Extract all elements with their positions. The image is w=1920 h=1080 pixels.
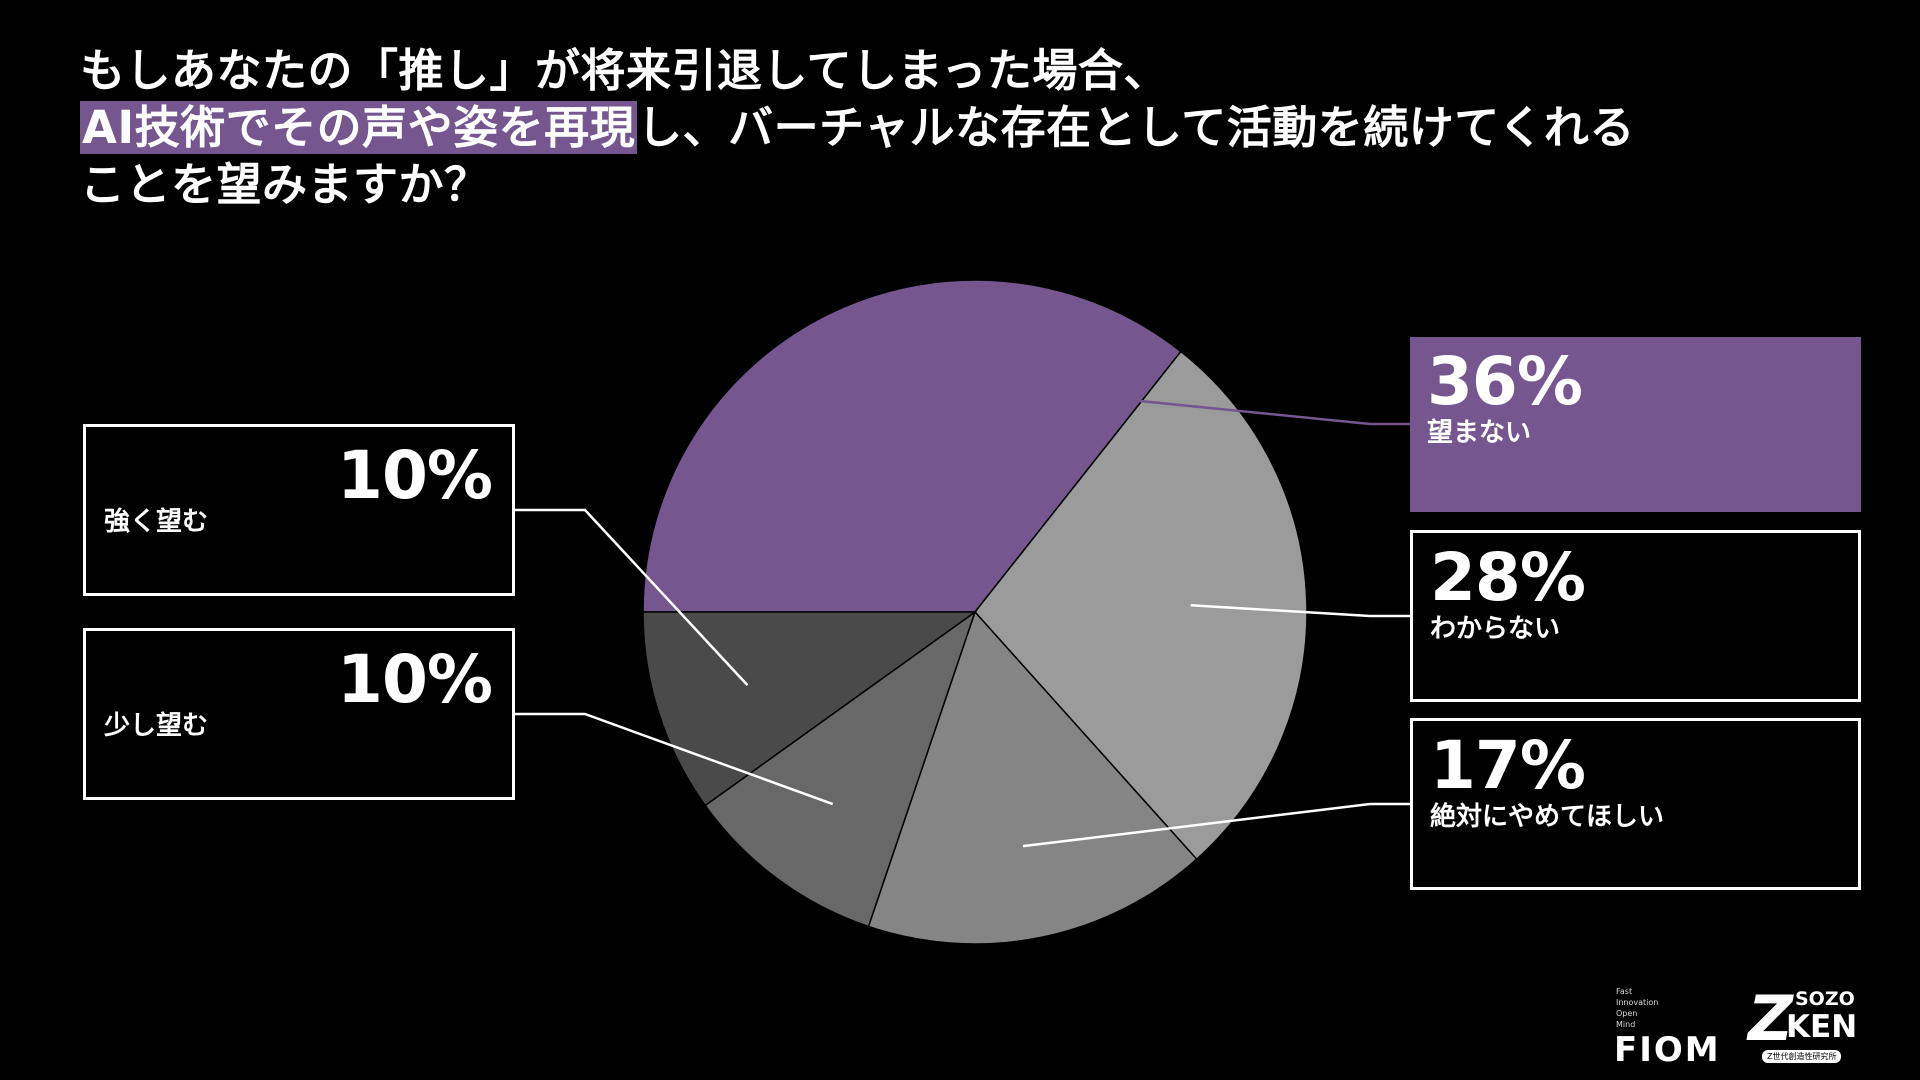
zken-subtitle: Z世代創造性研究所 <box>1762 1050 1842 1063</box>
title-line-2-rest: し、バーチャルな存在として活動を続けてくれる <box>637 101 1635 154</box>
slice-value-label: 28% <box>1430 539 1586 616</box>
logos: Fast Innovation Open Mind FIOM Z SOZO KE… <box>1612 982 1872 1070</box>
title-line-1: もしあなたの「推し」が将来引退してしまった場合、 <box>80 44 1169 97</box>
title-highlight: AI技術でその声や姿を再現 <box>80 101 638 154</box>
callout-line-2 <box>1190 604 1410 618</box>
fiom-tagline-word: Innovation <box>1616 998 1659 1007</box>
pie-slice-4 <box>704 610 977 928</box>
callout-box-somewhat-want: 10% 少し望む <box>83 628 515 800</box>
callout-box-do-not-want: 36% 望まない <box>1410 337 1861 512</box>
slice-value-label: 10% <box>337 641 493 718</box>
callout-line-3 <box>1022 802 1410 848</box>
callout-box-dont-know: 28% わからない <box>1410 530 1861 702</box>
title-line-2: AI技術でその声や姿を再現し、バーチャルな存在として活動を続けてくれる <box>80 99 1635 156</box>
callout-lines <box>515 371 1410 848</box>
title-line-3: ことを望みますか？ <box>80 158 490 211</box>
slice-category-label: 絶対にやめてほしい <box>1430 802 1665 832</box>
pie-slice-2 <box>974 350 1308 861</box>
slice-category-label: 少し望む <box>104 711 209 741</box>
fiom-tagline-word: Fast <box>1616 987 1633 996</box>
callout-line-1 <box>859 371 1410 426</box>
zken-ken-text: KEN <box>1786 1009 1858 1045</box>
pie-slice-1 <box>642 279 1182 613</box>
fiom-logo: FIOM <box>1614 1030 1721 1070</box>
slice-category-label: 強く望む <box>104 507 209 537</box>
fiom-tagline-word: Mind <box>1616 1020 1636 1029</box>
slice-value-label: 10% <box>337 437 493 514</box>
slice-value-label: 17% <box>1430 727 1586 804</box>
slice-value-label: 36% <box>1427 343 1583 420</box>
slice-category-label: わからない <box>1430 614 1561 644</box>
fiom-tagline-word: Open <box>1616 1009 1638 1018</box>
chart-title: もしあなたの「推し」が将来引退してしまった場合、 AI技術でその声や姿を再現し、… <box>80 42 1635 213</box>
slice-category-label: 望まない <box>1427 418 1532 448</box>
callout-line-4 <box>515 712 834 806</box>
callout-box-strongly-want: 10% 強く望む <box>83 424 515 596</box>
zken-sozo-text: SOZO <box>1795 988 1855 1010</box>
callout-box-absolutely-not: 17% 絶対にやめてほしい <box>1410 718 1861 890</box>
zken-z-mark: Z <box>1748 982 1793 1055</box>
callout-line-5 <box>515 508 749 687</box>
pie-slices <box>642 279 1308 945</box>
pie-slice-3 <box>867 610 1198 945</box>
fiom-tagline: Fast Innovation Open Mind <box>1616 986 1658 1030</box>
